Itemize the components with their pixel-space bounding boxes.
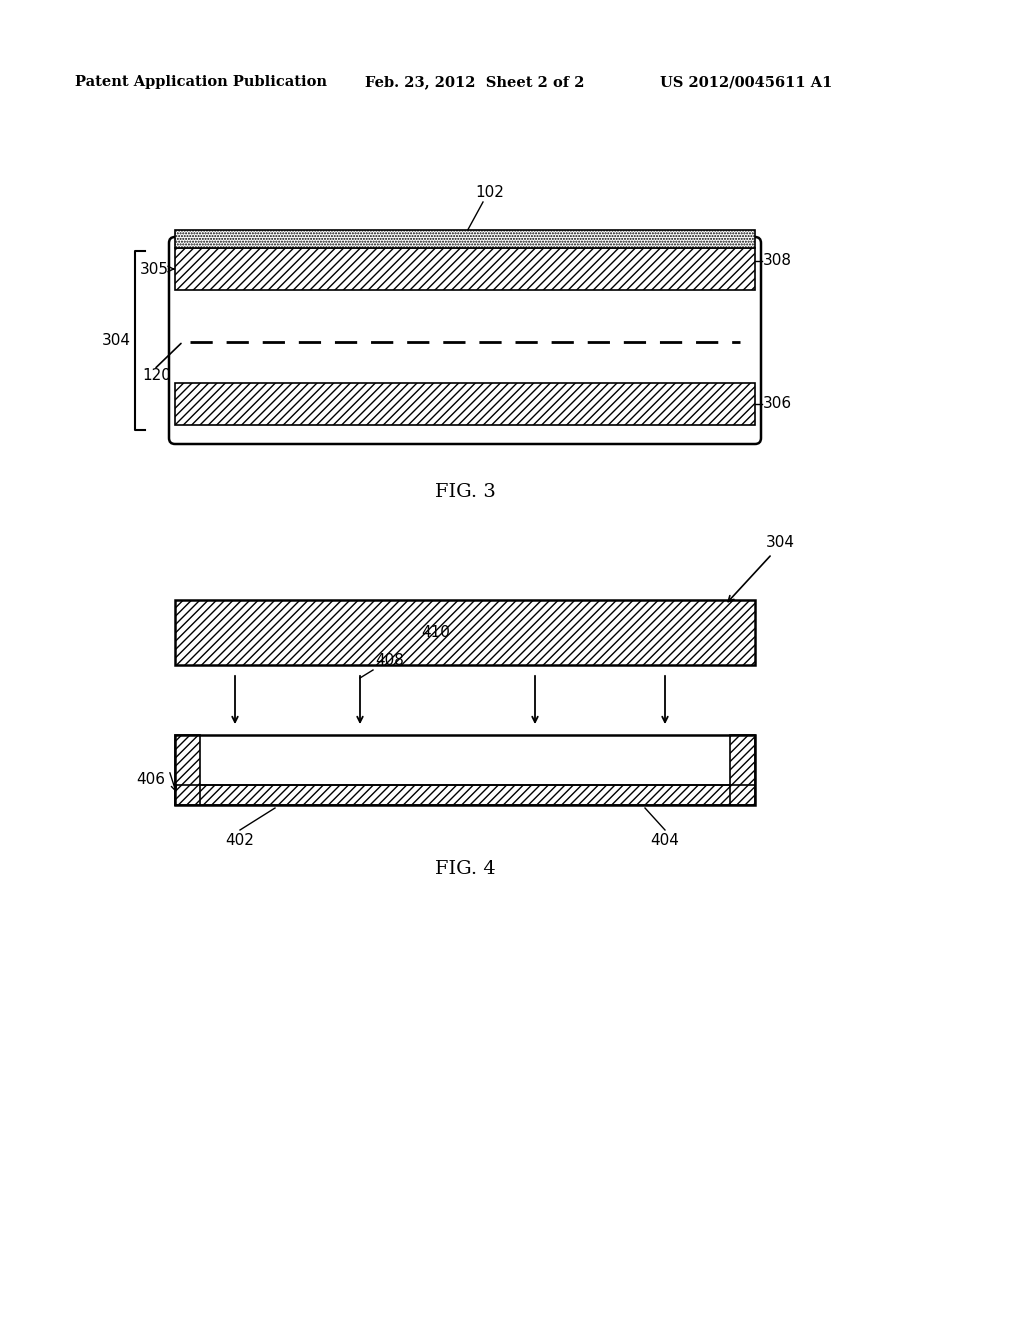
Text: 120: 120 xyxy=(142,368,171,383)
Text: 406: 406 xyxy=(136,772,165,788)
Bar xyxy=(200,735,730,785)
Text: FIG. 3: FIG. 3 xyxy=(434,483,496,502)
Text: 306: 306 xyxy=(763,396,793,412)
Bar xyxy=(175,735,200,805)
Bar xyxy=(175,248,755,290)
Text: FIG. 4: FIG. 4 xyxy=(434,861,496,878)
Bar xyxy=(730,735,755,805)
Bar xyxy=(175,785,755,805)
Text: 308: 308 xyxy=(763,253,792,268)
Text: 102: 102 xyxy=(475,185,505,201)
Text: 304: 304 xyxy=(766,535,795,550)
Text: 410: 410 xyxy=(422,624,451,640)
Bar xyxy=(175,383,755,425)
Text: 402: 402 xyxy=(225,833,254,847)
Text: 404: 404 xyxy=(650,833,680,847)
Bar xyxy=(175,735,755,805)
Text: 305: 305 xyxy=(140,261,169,276)
Text: Feb. 23, 2012  Sheet 2 of 2: Feb. 23, 2012 Sheet 2 of 2 xyxy=(365,75,585,88)
Text: 304: 304 xyxy=(102,333,131,348)
Text: US 2012/0045611 A1: US 2012/0045611 A1 xyxy=(660,75,833,88)
FancyBboxPatch shape xyxy=(169,238,761,444)
Bar xyxy=(175,230,755,248)
Text: Patent Application Publication: Patent Application Publication xyxy=(75,75,327,88)
Bar xyxy=(175,601,755,665)
Text: 408: 408 xyxy=(375,653,403,668)
